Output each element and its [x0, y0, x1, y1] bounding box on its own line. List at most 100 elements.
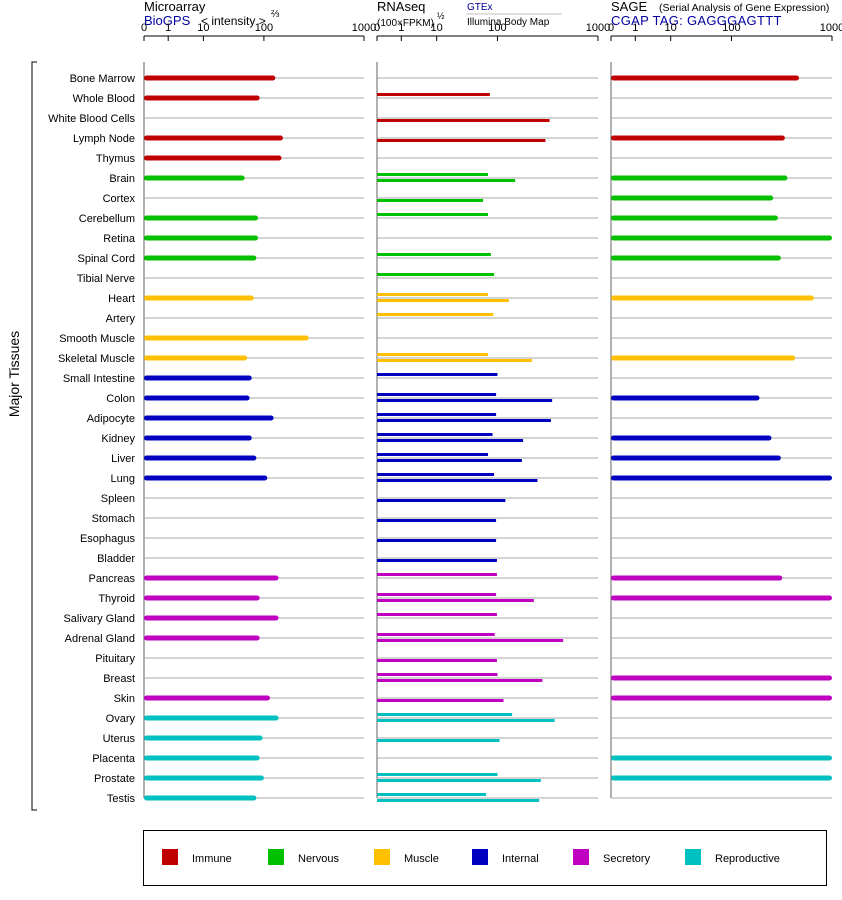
tissue-label: Thymus: [96, 153, 136, 165]
tissue-label: Pancreas: [89, 573, 136, 585]
sage-bar: [611, 215, 778, 221]
tissue-label: Breast: [103, 673, 135, 685]
biogps-link[interactable]: BioGPS: [144, 13, 191, 28]
tissue-label: Spleen: [101, 493, 135, 505]
sage-bar: [611, 175, 788, 181]
tissue-label: Testis: [107, 793, 136, 805]
gtex-bar: [377, 573, 497, 576]
rnaseq-scale-exponent: ½: [437, 11, 445, 21]
illumina-bar: [377, 719, 555, 722]
microarray-bar: [144, 335, 309, 341]
illumina-bar: [377, 479, 538, 482]
x-tick-label: 1000: [586, 22, 610, 34]
x-tick-label: 1: [165, 22, 171, 34]
legend-swatch: [573, 849, 589, 865]
legend-swatch: [685, 849, 701, 865]
legend-label: Reproductive: [715, 853, 780, 865]
illumina-bar: [377, 699, 504, 702]
gtex-bar: [377, 473, 495, 476]
legend-label: Nervous: [298, 853, 339, 865]
x-tick-label: 0: [374, 22, 380, 34]
illumina-bar: [377, 519, 497, 522]
tissue-label: Liver: [111, 453, 135, 465]
legend-label: Muscle: [404, 853, 439, 865]
sage-bar: [611, 195, 774, 201]
microarray-bar: [144, 135, 283, 141]
gtex-bar: [377, 633, 495, 636]
legend-item-immune: Immune: [162, 849, 232, 865]
illumina-body-map-label: Illumina Body Map: [467, 17, 550, 28]
legend-swatch: [268, 849, 284, 865]
legend-item-nervous: Nervous: [268, 849, 339, 865]
microarray-scale-note: < intensity >: [201, 14, 266, 28]
x-tick-label: 0: [608, 22, 614, 34]
gtex-bar: [377, 593, 497, 596]
microarray-bar: [144, 735, 263, 741]
legend-item-secretory: Secretory: [573, 849, 651, 865]
illumina-bar: [377, 739, 500, 742]
legend-label: Secretory: [603, 853, 651, 865]
tissue-label: Skeletal Muscle: [58, 353, 135, 365]
tissue-label: Cerebellum: [79, 213, 135, 225]
tissue-label: Bone Marrow: [70, 73, 135, 85]
legend-swatch: [162, 849, 178, 865]
microarray-bar: [144, 615, 279, 621]
gtex-bar: [377, 713, 513, 716]
sage-bar: [611, 355, 796, 361]
tissue-label: Placenta: [92, 753, 136, 765]
microarray-bar: [144, 395, 250, 401]
tissue-label: Prostate: [94, 773, 135, 785]
x-tick-label: 10: [197, 22, 209, 34]
microarray-bar: [144, 415, 274, 421]
side-axis-label: Major Tissues: [6, 331, 22, 417]
microarray-bar: [144, 575, 279, 581]
illumina-bar: [377, 299, 509, 302]
sage-bar: [611, 575, 783, 581]
tissue-label: Whole Blood: [73, 93, 135, 105]
tissue-label: Tibial Nerve: [77, 273, 135, 285]
gtex-bar: [377, 353, 489, 356]
gtex-bar: [377, 273, 495, 276]
sage-bar: [611, 435, 772, 441]
legend-label: Immune: [192, 853, 232, 865]
microarray-bar: [144, 175, 245, 181]
microarray-bar: [144, 435, 252, 441]
tissue-label: White Blood Cells: [48, 113, 135, 125]
tissue-label: Salivary Gland: [63, 613, 135, 625]
sage-bar: [611, 295, 814, 301]
rnaseq-scale-note: (100×FPKM): [377, 18, 434, 29]
tissue-label: Skin: [114, 693, 135, 705]
microarray-bar: [144, 475, 268, 481]
microarray-bar: [144, 255, 257, 261]
gtex-bar: [377, 453, 489, 456]
gtex-bar: [377, 173, 489, 176]
sage-bar: [611, 135, 785, 141]
sage-title: SAGE: [611, 0, 647, 14]
gtex-bar: [377, 293, 489, 296]
x-tick-label: 100: [488, 22, 506, 34]
tissue-label: Smooth Muscle: [59, 333, 135, 345]
gtex-link[interactable]: GTEx: [467, 2, 493, 13]
gtex-bar: [377, 613, 497, 616]
x-tick-label: 10: [431, 22, 443, 34]
sage-bar: [611, 755, 832, 761]
tissue-label: Uterus: [103, 733, 136, 745]
illumina-bar: [377, 599, 534, 602]
sage-bar: [611, 595, 832, 601]
tissue-label: Lung: [111, 473, 135, 485]
sage-bar: [611, 675, 832, 681]
x-tick-label: 100: [255, 22, 273, 34]
microarray-bar: [144, 795, 257, 801]
tissue-label: Thyroid: [98, 593, 135, 605]
legend-swatch: [374, 849, 390, 865]
sage-bar: [611, 775, 832, 781]
legend-swatch: [472, 849, 488, 865]
legend-item-internal: Internal: [472, 849, 539, 865]
tissue-label: Heart: [108, 293, 135, 305]
cgap-tag-link[interactable]: CGAP TAG: GAGGGAGTTT: [611, 13, 782, 28]
tissue-label: Adipocyte: [87, 413, 135, 425]
tissue-label: Ovary: [106, 713, 136, 725]
illumina-bar: [377, 419, 551, 422]
microarray-bar: [144, 635, 260, 641]
